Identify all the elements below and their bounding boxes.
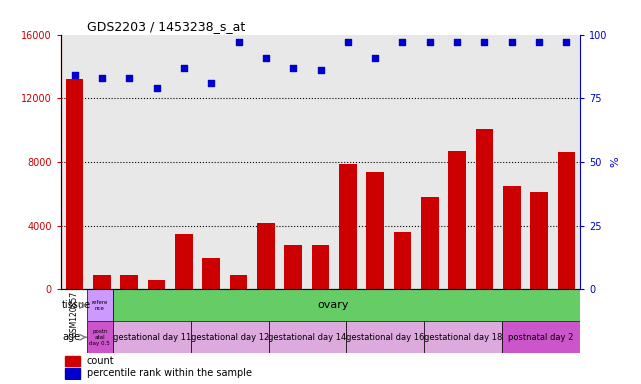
Bar xyxy=(229,275,247,290)
Text: postn
atal
day 0.5: postn atal day 0.5 xyxy=(90,329,110,346)
Point xyxy=(343,39,353,45)
Point xyxy=(315,67,326,73)
Bar xyxy=(257,223,275,290)
Text: gestational day 18: gestational day 18 xyxy=(424,333,503,342)
Point xyxy=(534,39,544,45)
Bar xyxy=(93,275,111,290)
Bar xyxy=(347,321,424,353)
Point xyxy=(288,65,298,71)
Point xyxy=(562,39,572,45)
Point xyxy=(479,39,490,45)
Y-axis label: %: % xyxy=(610,157,620,167)
Text: postnatal day 2: postnatal day 2 xyxy=(508,333,574,342)
Bar xyxy=(191,321,269,353)
Point xyxy=(425,39,435,45)
Text: GDS2203 / 1453238_s_at: GDS2203 / 1453238_s_at xyxy=(87,20,245,33)
Bar xyxy=(503,186,520,290)
Point xyxy=(151,85,162,91)
Text: gestational day 11: gestational day 11 xyxy=(113,333,191,342)
Bar xyxy=(87,321,113,353)
Bar xyxy=(203,258,220,290)
Bar xyxy=(339,164,356,290)
Bar xyxy=(421,197,438,290)
Bar xyxy=(366,172,384,290)
Bar xyxy=(175,234,193,290)
Point xyxy=(452,39,462,45)
Bar xyxy=(394,232,412,290)
Bar xyxy=(65,368,79,379)
Bar xyxy=(530,192,548,290)
Point xyxy=(124,75,135,81)
Point xyxy=(370,55,380,61)
Point xyxy=(206,80,216,86)
Bar xyxy=(147,280,165,290)
Text: tissue: tissue xyxy=(62,300,91,310)
Bar xyxy=(424,321,503,353)
Bar xyxy=(285,245,302,290)
Bar xyxy=(65,356,79,366)
Point xyxy=(397,39,408,45)
Bar xyxy=(503,321,580,353)
Point xyxy=(97,75,107,81)
Point xyxy=(179,65,189,71)
Text: count: count xyxy=(87,356,115,366)
Bar xyxy=(65,79,83,290)
Text: percentile rank within the sample: percentile rank within the sample xyxy=(87,368,252,378)
Text: gestational day 14: gestational day 14 xyxy=(269,333,347,342)
Bar xyxy=(269,321,347,353)
Bar xyxy=(312,245,329,290)
Point xyxy=(233,39,244,45)
Bar xyxy=(448,151,466,290)
Text: age: age xyxy=(62,332,80,342)
Text: gestational day 16: gestational day 16 xyxy=(346,333,424,342)
Text: refere
nce: refere nce xyxy=(92,300,108,311)
Text: gestational day 12: gestational day 12 xyxy=(190,333,269,342)
Point xyxy=(506,39,517,45)
Bar xyxy=(558,152,576,290)
Bar xyxy=(113,321,191,353)
Point xyxy=(261,55,271,61)
Bar xyxy=(87,290,113,321)
Point xyxy=(69,72,79,78)
Bar xyxy=(121,275,138,290)
Bar xyxy=(476,129,494,290)
Text: ovary: ovary xyxy=(318,300,349,310)
